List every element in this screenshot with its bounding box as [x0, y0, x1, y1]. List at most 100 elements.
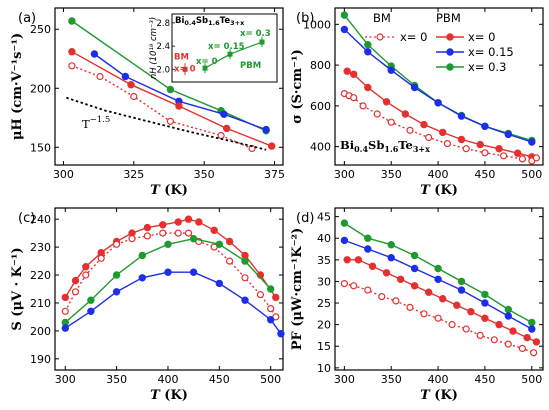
data-point: [434, 99, 442, 107]
data-point: [410, 251, 419, 260]
data-point: [112, 271, 121, 279]
data-point: [387, 240, 395, 249]
series-line: [71, 65, 253, 150]
inset-title: Bi0.4Sb1.6Te3+x: [175, 16, 245, 27]
data-point: [350, 282, 358, 290]
series-line: [343, 14, 533, 142]
x-tick-label: 300: [55, 373, 76, 386]
data-point: [268, 142, 276, 150]
data-point: [481, 149, 489, 157]
x-tick-label: 400: [428, 168, 449, 181]
data-point: [220, 110, 228, 118]
x-tick-label: 375: [264, 168, 285, 181]
data-point: [434, 314, 442, 322]
y-tick-label: 10: [317, 362, 331, 375]
data-point: [368, 262, 377, 270]
series-line: [64, 218, 277, 298]
data-point: [121, 72, 130, 81]
data-point: [82, 271, 90, 279]
x-tick-label: 500: [260, 373, 281, 386]
x-tick-label: 350: [381, 168, 402, 181]
data-point: [528, 325, 536, 333]
data-point: [443, 140, 451, 148]
data-point: [518, 155, 527, 163]
data-point: [392, 297, 400, 305]
x-tick-label: 350: [381, 373, 402, 386]
x-tick-label: 500: [521, 168, 542, 181]
inset-y-label: nH (10¹⁹ cm⁻³): [149, 17, 159, 79]
data-point: [143, 232, 151, 240]
x-axis-label: T (K): [420, 388, 458, 403]
data-point: [215, 279, 223, 288]
data-point: [128, 235, 136, 243]
x-tick-label: 350: [106, 373, 127, 386]
data-point: [532, 154, 541, 162]
data-point: [448, 321, 456, 329]
series-line: [344, 222, 533, 324]
x-axis-label: T (K): [420, 183, 458, 198]
y-axis-label: S (μV · K⁻¹): [10, 247, 25, 330]
data-point: [364, 41, 372, 49]
data-point: [159, 221, 167, 229]
data-point: [68, 48, 76, 56]
data-point: [127, 80, 135, 89]
data-point: [87, 307, 95, 315]
data-point: [267, 305, 275, 313]
data-point: [364, 234, 372, 242]
series-line: [64, 271, 282, 335]
panel-label: (b): [296, 11, 314, 26]
plot-frame: [334, 207, 544, 371]
x-tick-label: 450: [474, 373, 495, 386]
data-point: [481, 290, 489, 299]
data-point: [226, 257, 234, 265]
legend-pbm-header: PBM: [436, 11, 461, 25]
y-tick-label: 210: [30, 297, 51, 310]
y-tick-label: 250: [30, 23, 51, 36]
data-point: [130, 92, 138, 101]
data-point: [476, 331, 484, 339]
y-tick-label: 800: [310, 59, 331, 72]
plot-frame: [54, 7, 284, 166]
data-point: [481, 299, 489, 307]
data-point: [340, 11, 349, 19]
data-point: [350, 94, 358, 102]
x-tick-label: 300: [334, 168, 355, 181]
series-line: [64, 232, 277, 318]
data-point: [425, 133, 433, 142]
legend-pbm-label: x= 0.15: [468, 45, 514, 59]
inset-pbm-x-label: x= 0.15: [208, 42, 245, 52]
data-point: [61, 307, 69, 315]
data-point: [406, 303, 414, 311]
y-tick-label: 35: [317, 254, 331, 267]
legend-pbm-marker: [446, 48, 454, 56]
y-tick-label: 25: [317, 297, 331, 310]
data-point: [382, 98, 391, 106]
data-point: [518, 344, 527, 352]
y-axis-label: PF (μW·cm⁻¹K⁻²): [290, 228, 305, 351]
inset-y-tick-label: 2.8: [156, 19, 170, 29]
data-point: [434, 264, 442, 273]
panel-0: 300 325 350 375 150 200 250(a) T (K) μH (cm·V⁻¹s…: [10, 7, 285, 198]
legend-bm-marker: [376, 33, 384, 41]
y-tick-label: 400: [310, 141, 331, 154]
plot-frame: [54, 207, 284, 371]
panel-a-extras: T−1.5 Bi0.4Sb1.6Te3+x 2.0 2.4 2.8nH (10¹⁹ cm…: [82, 13, 278, 131]
material-label: Bi0.4Sb1.6Te3+x: [340, 138, 430, 154]
data-point: [364, 286, 372, 294]
x-tick-label: 400: [157, 373, 178, 386]
x-tick-label: 350: [194, 168, 215, 181]
data-point: [175, 102, 183, 110]
data-point: [457, 135, 466, 144]
x-tick-label: 300: [53, 168, 74, 181]
data-point: [61, 324, 70, 332]
data-point: [490, 336, 498, 344]
y-tick-label: 600: [310, 100, 331, 113]
data-point: [159, 229, 167, 237]
panel-label: (a): [18, 11, 36, 26]
data-point: [354, 256, 363, 264]
panel-2: 300 350 400 450 500 190 200 210 220 230 240(c) T (K…: [10, 207, 285, 403]
legend-bm-label: x= 0: [400, 30, 427, 44]
data-point: [382, 269, 391, 277]
data-point: [143, 223, 152, 232]
legend-bm-header: BM: [373, 11, 391, 25]
